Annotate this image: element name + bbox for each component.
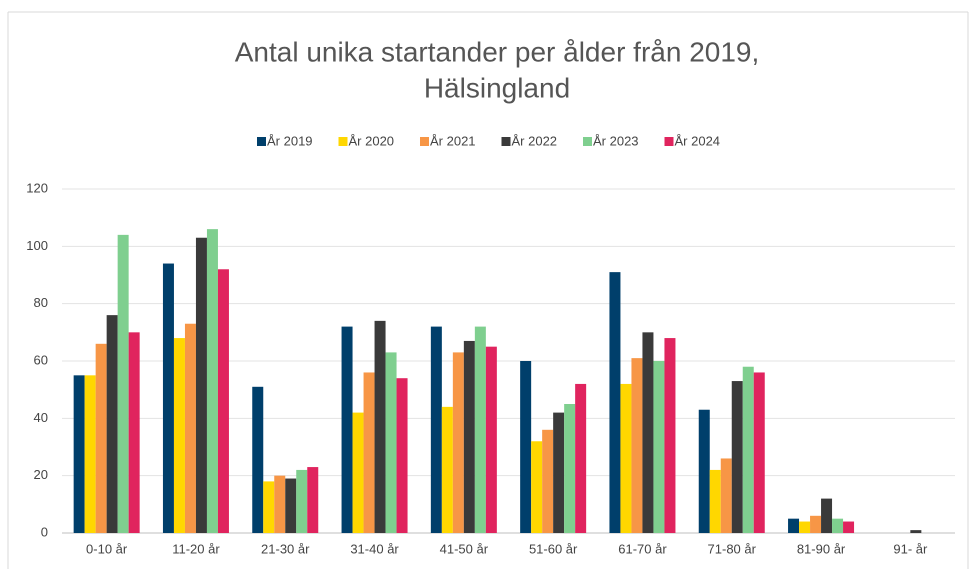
bar (385, 352, 397, 533)
bar (274, 475, 286, 533)
chart-title: Antal unika startander per ålder från 20… (235, 36, 760, 67)
bar (731, 381, 743, 533)
legend-swatch (420, 137, 429, 146)
bar (474, 326, 486, 533)
x-tick-label: 0-10 år (86, 541, 128, 556)
bar (843, 521, 855, 533)
bar (832, 518, 844, 533)
bar (363, 372, 375, 533)
legend-swatch (257, 137, 266, 146)
bar (463, 340, 475, 533)
bar (441, 406, 453, 533)
bar (821, 498, 833, 533)
x-tick-label: 91- år (893, 541, 928, 556)
bar (296, 469, 308, 533)
bar (742, 366, 754, 533)
bar (799, 521, 811, 533)
bar (106, 315, 118, 533)
bar (173, 338, 185, 533)
bar (84, 375, 96, 533)
bar (542, 429, 554, 533)
bar (653, 361, 665, 533)
legend-swatch (338, 137, 348, 146)
y-tick-label: 60 (34, 352, 48, 367)
bar (285, 478, 297, 533)
y-tick-label: 100 (26, 238, 48, 253)
x-tick-label: 31-40 år (350, 541, 399, 556)
bar (374, 320, 386, 533)
bar (709, 469, 721, 533)
bar (195, 237, 207, 533)
legend-swatch (501, 137, 511, 146)
x-tick-label: 71-80 år (708, 541, 757, 556)
bar (609, 272, 621, 533)
bar (620, 383, 632, 533)
x-tick-label: 41-50 år (440, 541, 489, 556)
y-tick-label: 40 (34, 410, 48, 425)
bar (564, 404, 576, 533)
bar (452, 352, 464, 533)
chart-title: Hälsingland (424, 72, 570, 103)
x-tick-label: 61-70 år (618, 541, 667, 556)
bar (217, 269, 229, 533)
x-tick-label: 21-30 år (261, 541, 310, 556)
bar (396, 378, 408, 533)
bar (553, 412, 565, 533)
bar (631, 358, 643, 533)
legend-label: År 2024 (675, 133, 721, 148)
y-tick-label: 20 (34, 467, 48, 482)
legend-label: År 2023 (593, 133, 639, 148)
x-tick-label: 51-60 år (529, 541, 578, 556)
bar (520, 361, 532, 533)
y-tick-label: 80 (34, 295, 48, 310)
bar (810, 515, 822, 533)
bar (263, 481, 275, 533)
bar (95, 343, 107, 533)
legend-swatch (583, 137, 592, 146)
bar (788, 518, 800, 533)
x-tick-label: 11-20 år (172, 541, 220, 556)
bar (128, 332, 140, 533)
legend-label: År 2022 (512, 133, 558, 148)
bar (252, 386, 264, 533)
y-tick-label: 120 (26, 180, 48, 195)
legend-label: År 2020 (349, 133, 395, 148)
x-tick-label: 81-90 år (797, 541, 846, 556)
bar (698, 409, 710, 533)
bar (341, 326, 353, 533)
bar (753, 372, 765, 533)
y-tick-label: 0 (41, 524, 48, 539)
bar (184, 323, 196, 533)
bar (575, 383, 587, 533)
bar (352, 412, 364, 533)
bar (485, 346, 497, 533)
legend-label: År 2019 (267, 133, 313, 148)
bar (910, 530, 922, 533)
bar (307, 467, 319, 533)
bar (117, 234, 129, 533)
bar (73, 375, 85, 533)
legend-label: År 2021 (430, 133, 476, 148)
bar (642, 332, 654, 533)
bar (162, 263, 174, 533)
legend-swatch (664, 137, 674, 146)
bar (430, 326, 442, 533)
bar (531, 441, 543, 533)
bar (664, 338, 676, 533)
bar (720, 458, 732, 533)
bar (206, 229, 218, 533)
